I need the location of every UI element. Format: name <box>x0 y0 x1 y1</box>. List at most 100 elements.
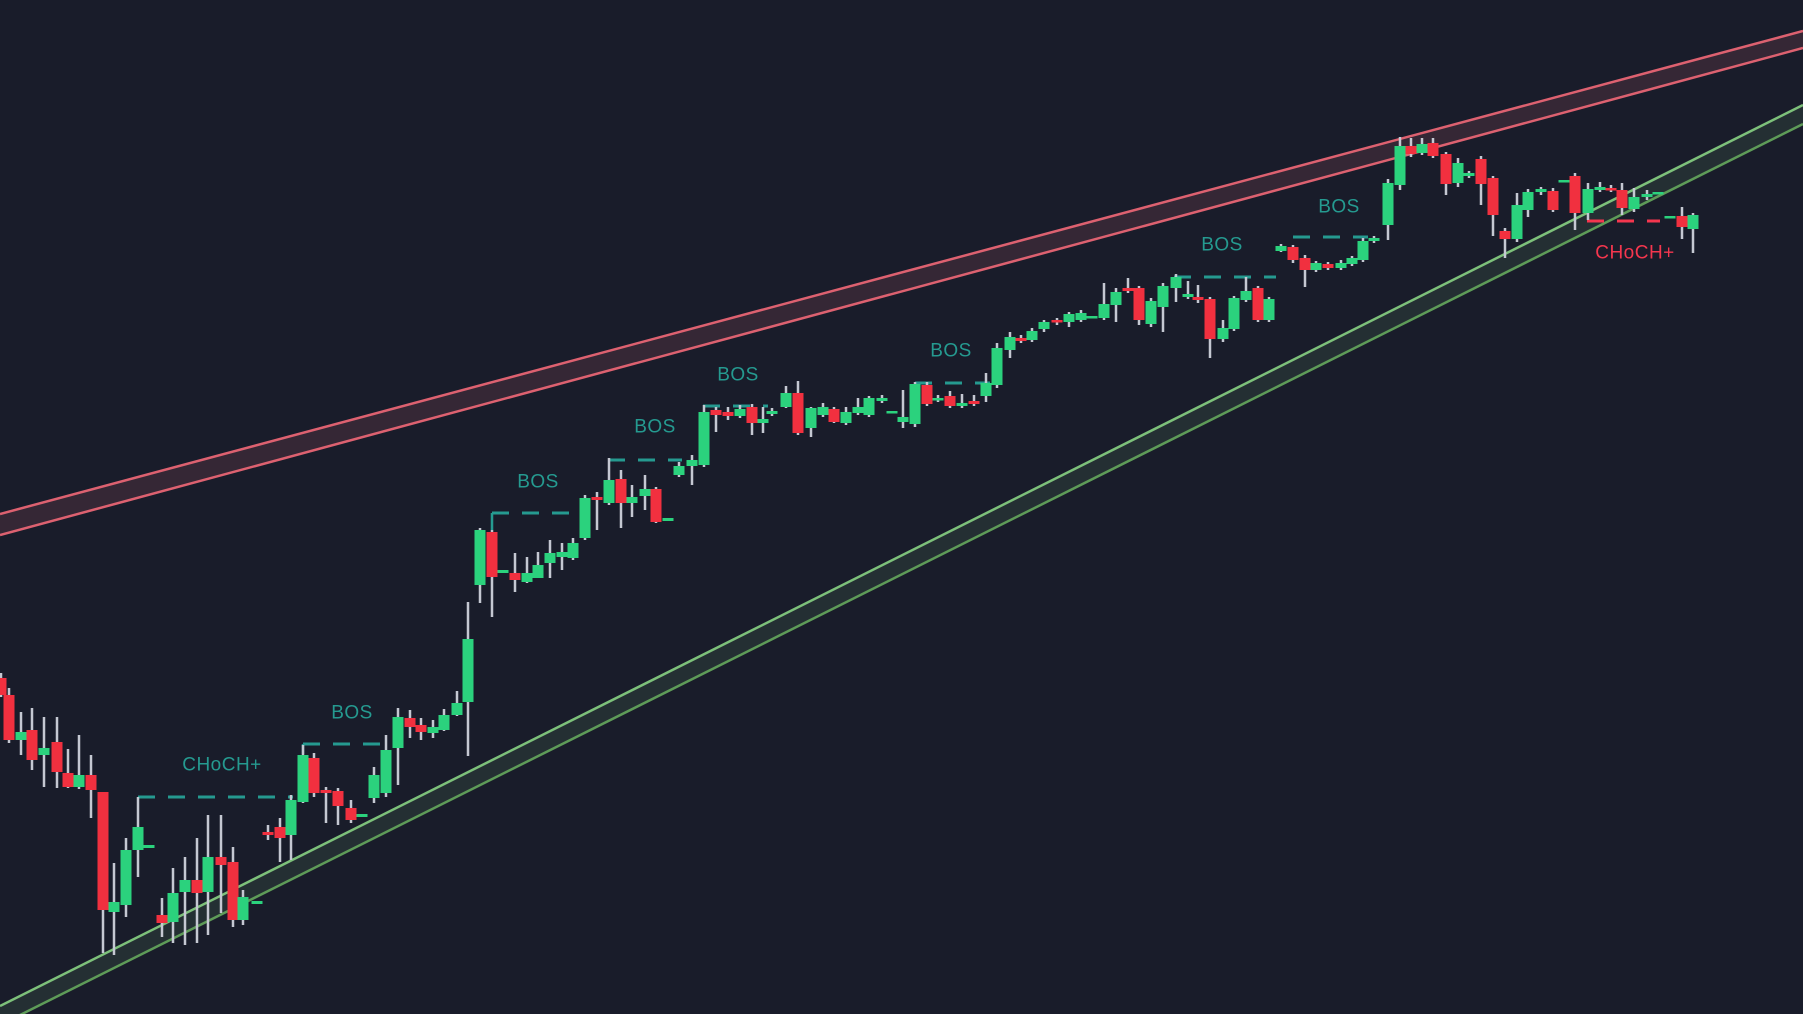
candle-bearish <box>262 832 274 835</box>
candle-bullish <box>673 466 685 475</box>
candle-bullish <box>1628 197 1640 209</box>
candle-bullish <box>1452 163 1464 183</box>
candle-bullish <box>1026 331 1038 340</box>
candle-bullish <box>108 902 120 912</box>
candle-bullish <box>462 639 474 702</box>
candle-bullish <box>392 717 404 748</box>
candle-bearish <box>0 678 7 695</box>
candle-wick <box>595 492 599 530</box>
candle-bearish <box>968 401 980 404</box>
candle-bearish <box>97 792 109 910</box>
resistance-channel-fill <box>0 31 1803 535</box>
candle-bearish <box>345 808 357 820</box>
candle-wick <box>1126 278 1130 293</box>
candle-bullish <box>897 417 909 422</box>
choch-label: CHoCH+ <box>182 755 262 776</box>
candle-bearish <box>274 827 286 838</box>
candle-wick <box>1196 285 1200 303</box>
candle-bearish <box>1440 154 1452 184</box>
candle-wick <box>1303 255 1307 287</box>
candle-bearish <box>1051 320 1063 323</box>
candle-bullish <box>1075 313 1087 320</box>
candle-bearish <box>1122 288 1134 291</box>
candle-bullish <box>1145 301 1157 324</box>
candle-bullish <box>132 827 144 850</box>
candle-bullish <box>497 570 509 573</box>
candle-bullish <box>909 384 921 424</box>
resistance-channel-upper-line <box>0 29 1803 516</box>
candle-bearish <box>1287 247 1299 260</box>
bos-label: BOS <box>930 341 972 362</box>
candle-bullish <box>603 480 615 503</box>
candle-bullish <box>380 750 392 793</box>
candle-bullish <box>438 715 450 730</box>
candle-wick <box>1691 213 1695 253</box>
candle-bullish <box>521 573 533 582</box>
candle-bullish <box>1310 263 1322 270</box>
candle-bullish <box>932 398 944 401</box>
candle-bullish <box>980 383 992 396</box>
candle-bullish <box>626 497 638 503</box>
candle-bearish <box>828 409 840 422</box>
candle-bearish <box>1569 176 1581 213</box>
candle-bearish <box>308 758 320 793</box>
candle-bullish <box>579 498 591 538</box>
candle-bearish <box>509 573 521 580</box>
candle-wick <box>960 394 964 408</box>
candle-bullish <box>956 403 968 406</box>
candle-bullish <box>427 727 439 733</box>
candle-wick <box>278 818 282 862</box>
candle-bullish <box>1228 298 1240 329</box>
candle-bullish <box>1652 192 1664 195</box>
candle-wick <box>856 398 860 415</box>
candle-bullish <box>368 775 380 798</box>
candle-wick <box>66 749 70 788</box>
candle-bullish <box>1416 144 1428 153</box>
candle-bearish <box>85 775 97 790</box>
candle-bullish <box>167 893 179 922</box>
candle-bullish <box>285 800 297 835</box>
candle-bullish <box>1335 263 1347 268</box>
candle-bearish <box>1427 143 1439 156</box>
candle-bearish <box>1676 216 1688 227</box>
candle-bullish <box>1098 304 1110 318</box>
candle-bearish <box>62 773 74 787</box>
candle-bullish <box>532 565 544 578</box>
candle-bearish <box>1499 231 1511 239</box>
candle-bearish <box>215 857 227 865</box>
candle-bearish <box>51 742 63 772</box>
candle-bullish <box>1240 291 1252 300</box>
candle-bullish <box>297 755 309 802</box>
candle-wick <box>1186 281 1190 299</box>
candle-bearish <box>26 730 38 760</box>
candle-wick <box>336 788 340 825</box>
candle-bearish <box>1616 190 1628 208</box>
candle-bullish <box>766 411 778 414</box>
candle-bullish <box>1535 189 1547 192</box>
bos-label: BOS <box>1201 235 1243 256</box>
candle-bearish <box>1475 159 1487 184</box>
candle-wick <box>714 407 718 432</box>
candle-wick <box>901 390 905 428</box>
candle-bearish <box>191 880 203 893</box>
candle-wick <box>183 857 187 945</box>
candle-bullish <box>1582 189 1594 213</box>
candle-bearish <box>332 791 344 806</box>
candle-bullish <box>1063 314 1075 322</box>
candle-bullish <box>686 460 698 466</box>
candle-bearish <box>227 862 239 920</box>
candle-wick <box>1161 283 1165 332</box>
candle-bullish <box>1394 146 1406 185</box>
candle-bullish <box>1594 187 1606 190</box>
candle-bearish <box>615 479 627 503</box>
bos-label: BOS <box>634 417 676 438</box>
support-channel-fill <box>0 105 1803 1014</box>
candle-bearish <box>650 489 662 522</box>
candle-bullish <box>451 703 463 715</box>
candle-bullish <box>840 412 852 423</box>
support-channel-upper-line <box>0 103 1803 1008</box>
candle-bullish <box>251 901 263 904</box>
candle-bearish <box>1299 258 1311 270</box>
candle-bullish <box>1157 286 1169 307</box>
